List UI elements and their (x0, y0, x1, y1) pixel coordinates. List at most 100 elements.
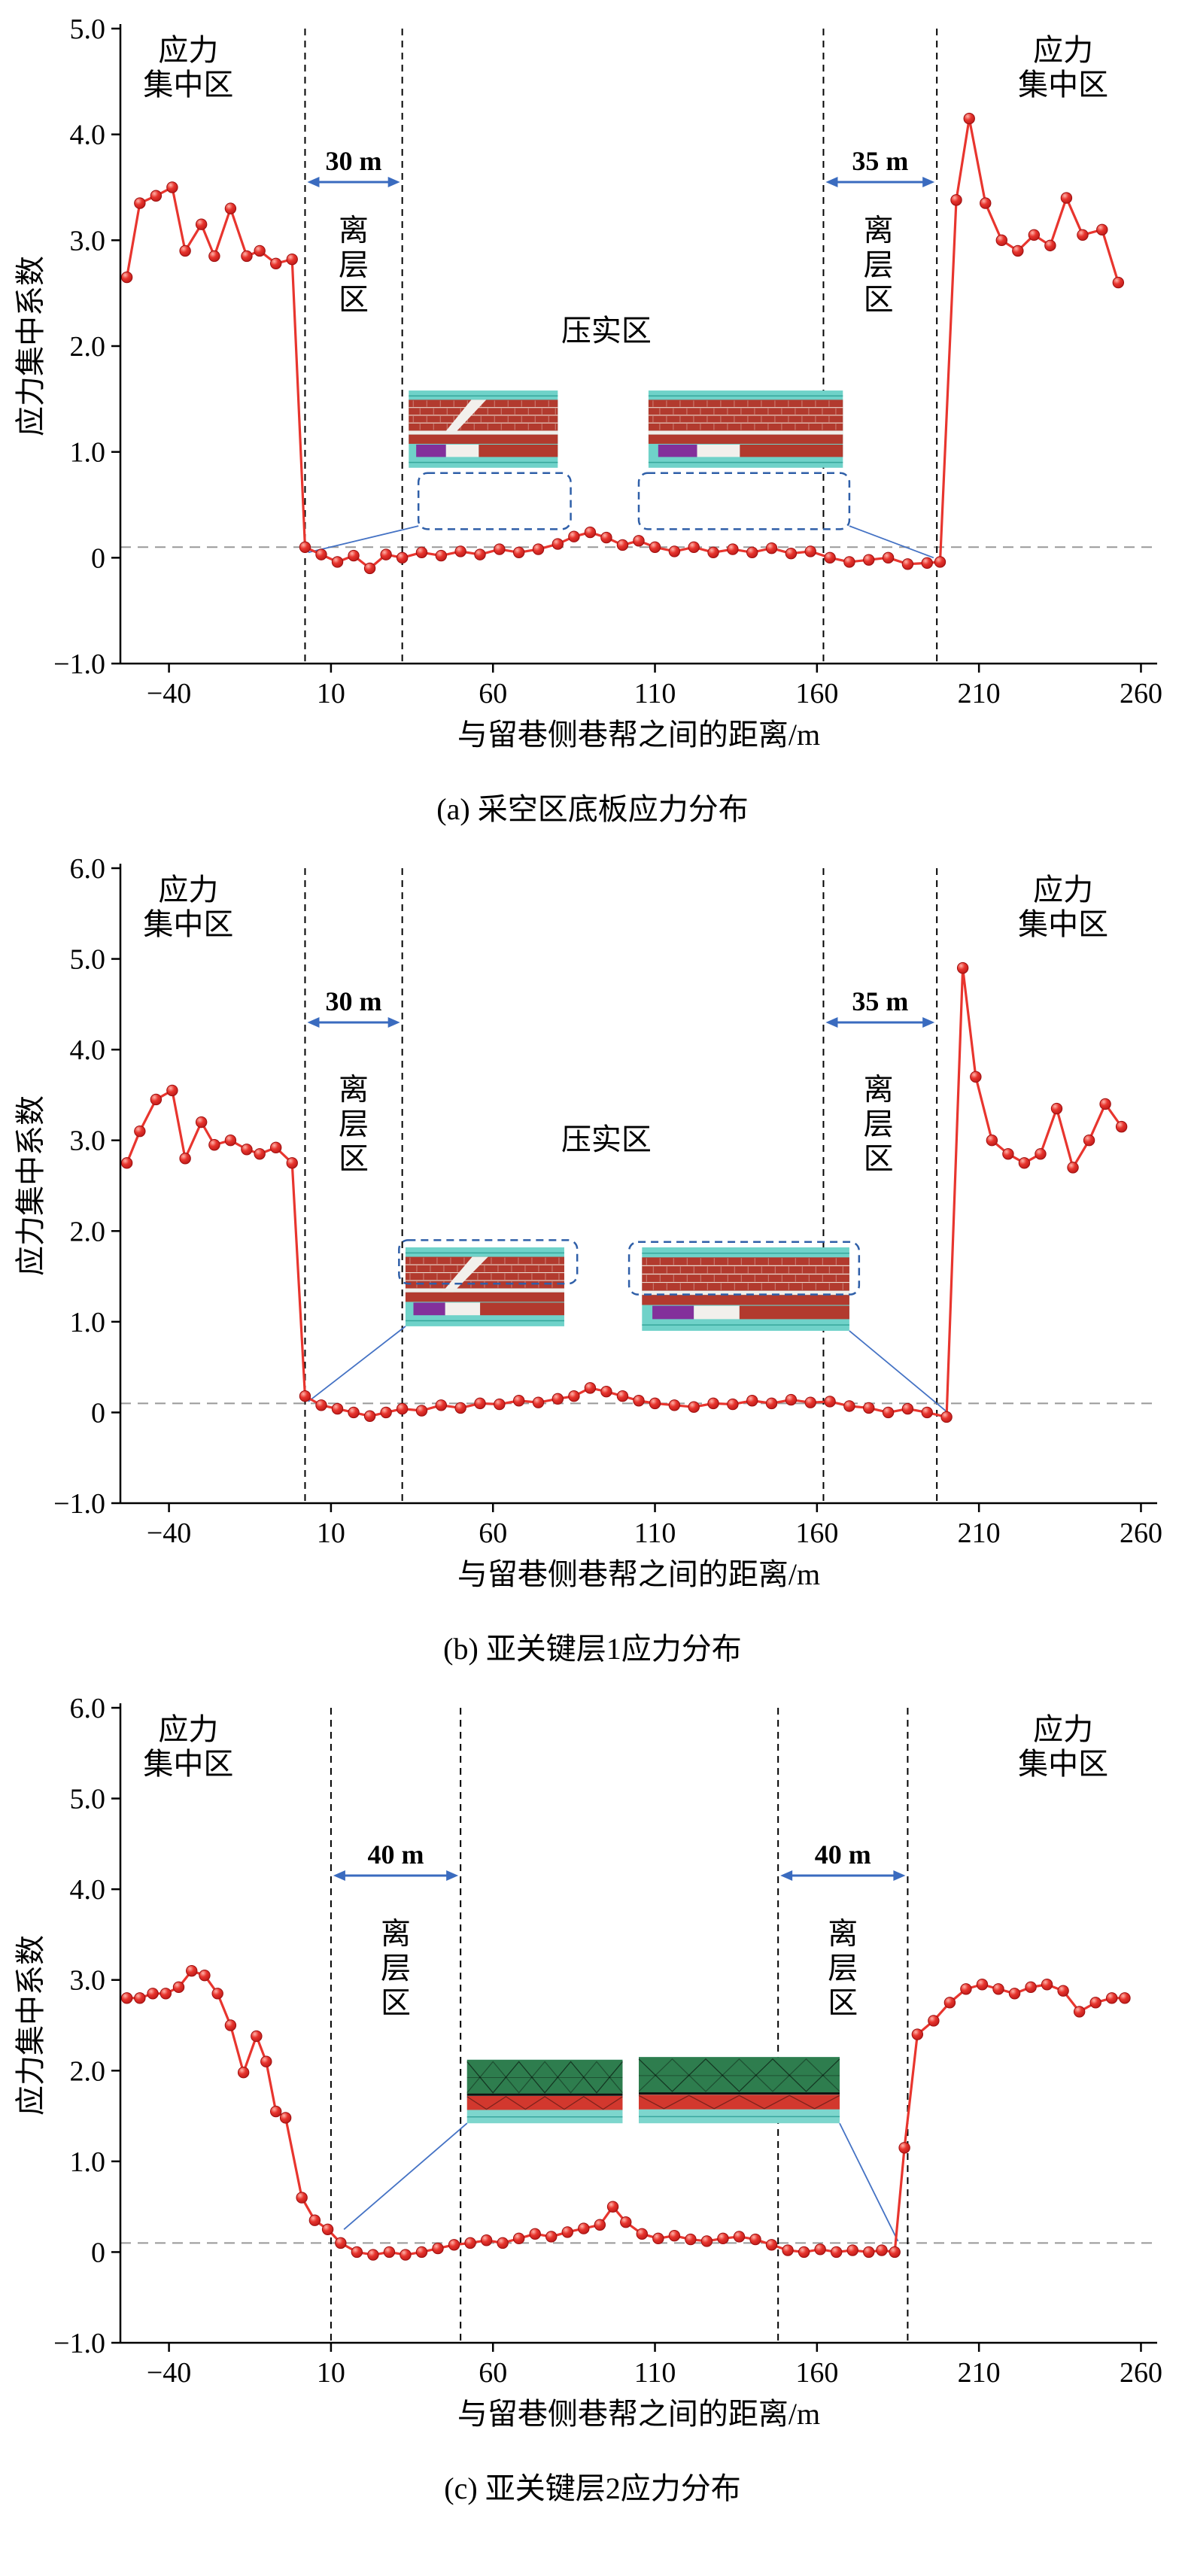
data-point (782, 2244, 794, 2256)
data-point (270, 257, 282, 269)
data-point (380, 1406, 392, 1419)
data-point (824, 551, 836, 564)
data-point (928, 2015, 940, 2027)
span-width-label: 30 m (326, 146, 382, 176)
data-point (804, 1396, 816, 1408)
data-point (785, 548, 798, 560)
data-point (1041, 1979, 1053, 1991)
inset-void-wedge (442, 1256, 488, 1293)
data-point (980, 197, 992, 209)
data-point (464, 2237, 476, 2249)
data-point (876, 2244, 888, 2256)
data-point (956, 961, 969, 974)
data-point (120, 1992, 133, 2004)
data-point (134, 1992, 146, 2004)
x-axis-title: 与留巷侧巷帮之间的距离/m (457, 2397, 820, 2431)
data-point (150, 190, 163, 202)
chart-a-caption: (a) 采空区底板应力分布 (436, 792, 749, 826)
y-tick-label: 4.0 (70, 1034, 106, 1066)
data-point (286, 1157, 298, 1169)
y-tick-label: −1.0 (53, 649, 105, 680)
data-point (315, 1399, 327, 1411)
y-tick-label: 6.0 (70, 1693, 106, 1724)
span-arrow-head (387, 1016, 400, 1028)
data-point (532, 1396, 545, 1408)
span-arrow-head (922, 1016, 935, 1028)
data-point (270, 1141, 282, 1154)
data-point (733, 2231, 746, 2243)
data-point (251, 2030, 263, 2043)
highlight-region-box (627, 1241, 861, 1296)
strata-inset-model (642, 1247, 849, 1331)
inset-red-stratum (479, 444, 558, 457)
data-point (976, 1979, 989, 1991)
data-point (396, 551, 409, 564)
inset-purple-block (413, 1302, 445, 1316)
data-point (843, 556, 855, 568)
strata-inset-model (466, 2059, 623, 2124)
stress-curve (126, 967, 1123, 1419)
inset-green-stratum (466, 2059, 623, 2095)
data-point (494, 543, 506, 555)
data-point (668, 545, 681, 557)
data-point (992, 1983, 1004, 1995)
data-point (348, 549, 360, 562)
y-tick-label: 5.0 (70, 944, 106, 976)
compaction-zone-label: 压实区 (561, 1122, 652, 1156)
y-tick-label: 0 (91, 2237, 105, 2268)
strata-inset-model (405, 1247, 564, 1326)
data-point (348, 1406, 360, 1419)
stress-zone-label: 应力集中区 (1018, 1712, 1108, 1781)
data-point (400, 2249, 412, 2261)
inset-void-block (445, 444, 479, 457)
data-point (1008, 1988, 1021, 2000)
inset-void-band (648, 430, 843, 435)
span-arrow-head (307, 1016, 320, 1028)
span-arrow-head (893, 1870, 906, 1882)
data-point (380, 548, 392, 560)
stress-zone-label: 应力集中区 (1018, 33, 1108, 102)
data-point (746, 1395, 758, 1407)
x-tick-label: 10 (317, 2357, 345, 2389)
data-point (798, 2246, 810, 2259)
data-point (814, 2243, 826, 2256)
inset-mesh-line (466, 2095, 623, 2110)
data-point (1035, 1148, 1047, 1160)
y-tick-label: 0 (91, 1397, 105, 1429)
x-tick-label: 210 (958, 1517, 1001, 1549)
highlight-region-box (637, 472, 851, 530)
data-point (315, 548, 327, 560)
separation-zone-label: 离层区 (381, 1916, 411, 2019)
chart-panel-b: 30 m 35 m 应力集中区 应力集中区 离层区 离层区 压实区 6.0 5.0 4.0 3.0 2… (0, 847, 1185, 1667)
data-point (512, 1395, 525, 1407)
data-point (1012, 245, 1024, 257)
data-point (600, 1385, 612, 1398)
data-point (260, 2055, 272, 2067)
data-point (668, 2230, 681, 2242)
data-point (606, 2201, 619, 2213)
data-point (186, 1964, 198, 1977)
data-point (584, 1382, 597, 1394)
y-tick-label: 2.0 (70, 1216, 106, 1247)
data-point (435, 549, 448, 562)
separation-zone-label: 离层区 (339, 213, 369, 316)
stress-zone-label: 应力集中区 (143, 33, 233, 102)
inset-void-wedge (442, 399, 487, 435)
data-point (1050, 1102, 1063, 1115)
inset-callout-line (849, 525, 934, 559)
strata-inset-model (638, 2057, 840, 2124)
data-point (551, 538, 564, 550)
span-arrow-head (307, 176, 320, 187)
y-tick-label: 2.0 (70, 331, 106, 363)
data-point (685, 2233, 697, 2246)
data-point (150, 1093, 163, 1106)
inset-red-stratum (409, 434, 558, 444)
data-point (568, 1390, 580, 1402)
data-point (843, 1400, 855, 1412)
data-point (415, 2246, 428, 2259)
x-tick-label: 260 (1120, 1517, 1162, 1549)
y-axis-title: 应力集中系数 (14, 1095, 47, 1276)
data-point (636, 2228, 649, 2240)
data-point (172, 1981, 185, 1994)
